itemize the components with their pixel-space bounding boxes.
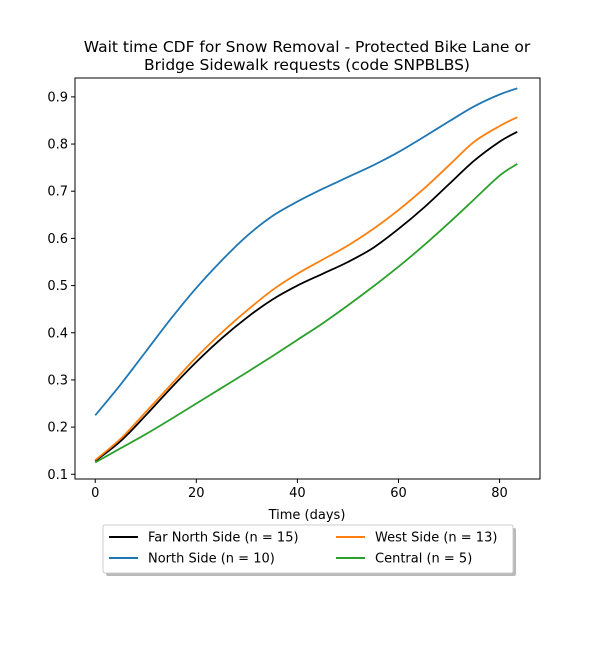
- series-line-3: [94, 163, 518, 464]
- series-line-2: [94, 87, 518, 416]
- plot-frame: [74, 77, 541, 480]
- x-tick-label: 20: [188, 486, 205, 501]
- plot-area: 0 20 40 60 80 0.1 0.2 0.3 0.4 0.5 0.6 0.7 0.8 0.9: [47, 77, 541, 501]
- legend-label-0: Far North Side (n = 15): [148, 531, 299, 546]
- series-line-0: [94, 130, 518, 462]
- chart-title-line-2: Bridge Sidewalk requests (code SNPBLBS): [144, 56, 470, 74]
- y-tick-label: 0.9: [47, 90, 68, 105]
- x-axis: 0 20 40 60 80: [91, 479, 508, 501]
- y-tick-label: 0.7: [47, 185, 68, 200]
- y-tick-label: 0.2: [47, 421, 68, 436]
- legend-box: [102, 524, 514, 574]
- legend-label-3: Central (n = 5): [375, 552, 472, 567]
- x-tick-label: 0: [91, 486, 99, 501]
- y-tick-label: 0.6: [47, 232, 68, 247]
- y-tick-label: 0.8: [47, 138, 68, 153]
- legend-label-1: North Side (n = 10): [148, 552, 275, 567]
- y-tick-label: 0.5: [47, 279, 68, 294]
- chart-title-line-1: Wait time CDF for Snow Removal - Protect…: [84, 38, 531, 56]
- legend: Far North Side (n = 15) North Side (n = 1…: [102, 524, 516, 576]
- legend-items: Far North Side (n = 15) North Side (n = 1…: [109, 531, 497, 567]
- x-axis-label: Time (days): [268, 508, 346, 523]
- y-tick-label: 0.4: [47, 326, 68, 341]
- x-tick-label: 40: [289, 486, 306, 501]
- y-tick-label: 0.1: [47, 468, 68, 483]
- y-axis: 0.1 0.2 0.3 0.4 0.5 0.6 0.7 0.8 0.9: [47, 90, 75, 483]
- series-line-1: [94, 116, 518, 461]
- legend-label-2: West Side (n = 13): [375, 531, 497, 546]
- x-tick-label: 60: [390, 486, 407, 501]
- y-tick-label: 0.3: [47, 373, 68, 388]
- series-layer: [94, 87, 518, 464]
- x-tick-label: 80: [491, 486, 508, 501]
